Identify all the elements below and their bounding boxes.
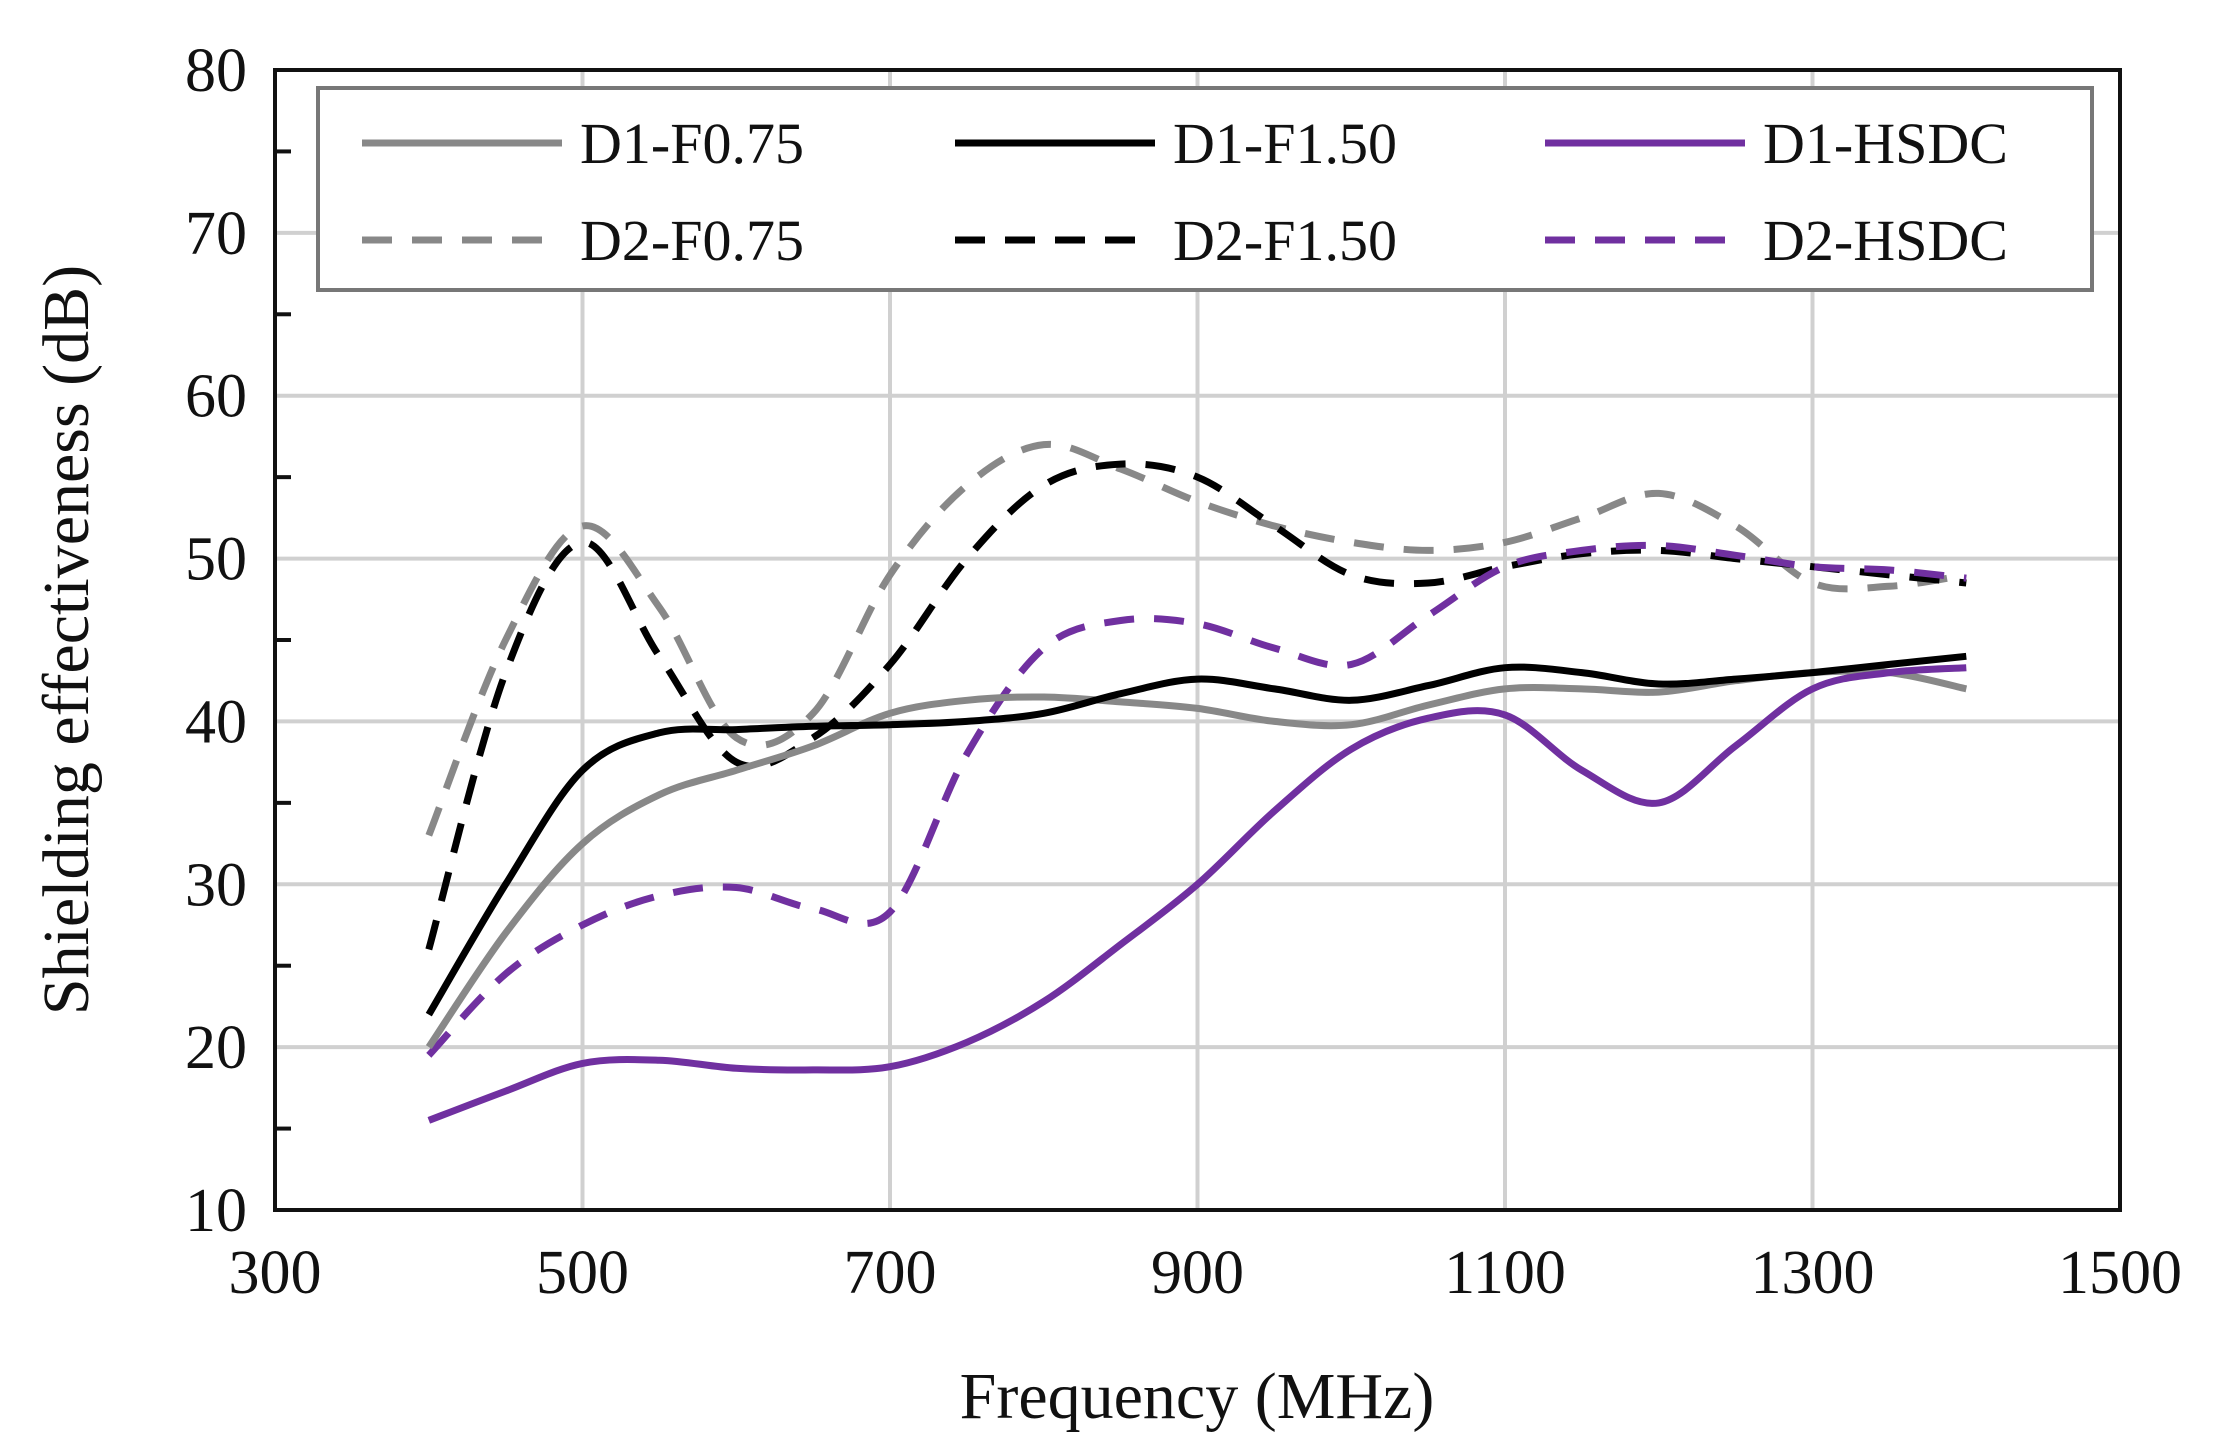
y-tick-label: 30 (185, 851, 247, 919)
x-tick-label: 1500 (2058, 1239, 2182, 1307)
y-axis-title: Shielding effectiveness (dB) (30, 265, 103, 1015)
legend-box (316, 86, 2094, 292)
x-tick-label: 500 (536, 1239, 629, 1307)
legend-label: D2-HSDC (1763, 208, 2008, 273)
legend-label: D2-F0.75 (580, 208, 804, 273)
y-tick-label: 20 (185, 1014, 247, 1082)
y-tick-label: 10 (185, 1177, 247, 1245)
series-line-d2-f150 (425, 460, 1967, 951)
y-tick-label: 60 (185, 363, 247, 431)
series-line-d1-hsdc (427, 664, 1967, 1124)
x-tick-label: 1300 (1751, 1239, 1875, 1307)
legend: D1-F0.75 D1-F1.50 D1-HSDC D2-F0.75 D2-F1.50 D… (316, 86, 2094, 292)
y-tick-label: 70 (185, 200, 247, 268)
legend-label: D1-F0.75 (580, 111, 804, 176)
legend-label: D1-HSDC (1763, 111, 2008, 176)
legend-label: D2-F1.50 (1173, 208, 1397, 273)
x-tick-label: 700 (844, 1239, 937, 1307)
y-tick-label: 40 (185, 688, 247, 756)
y-tick-label: 50 (185, 526, 247, 594)
series-line-d2-f075 (425, 440, 1967, 837)
x-axis-title: Frequency (MHz) (960, 1360, 1435, 1433)
x-tick-label: 300 (229, 1239, 322, 1307)
x-tick-label: 1100 (1444, 1239, 1566, 1307)
legend-label: D1-F1.50 (1173, 111, 1397, 176)
tick-layer: 300 500 700 900 1100 1300 1500 10 20 30 40 50 60 70 80 (185, 37, 2182, 1307)
x-tick-label: 900 (1151, 1239, 1244, 1307)
y-tick-label: 80 (185, 37, 247, 105)
series-layer (425, 440, 1968, 1124)
series-line-d2-hsdc (426, 541, 1967, 1058)
series-line-d1-f150 (425, 652, 1967, 1017)
series-line-d1-f075 (425, 667, 1968, 1050)
